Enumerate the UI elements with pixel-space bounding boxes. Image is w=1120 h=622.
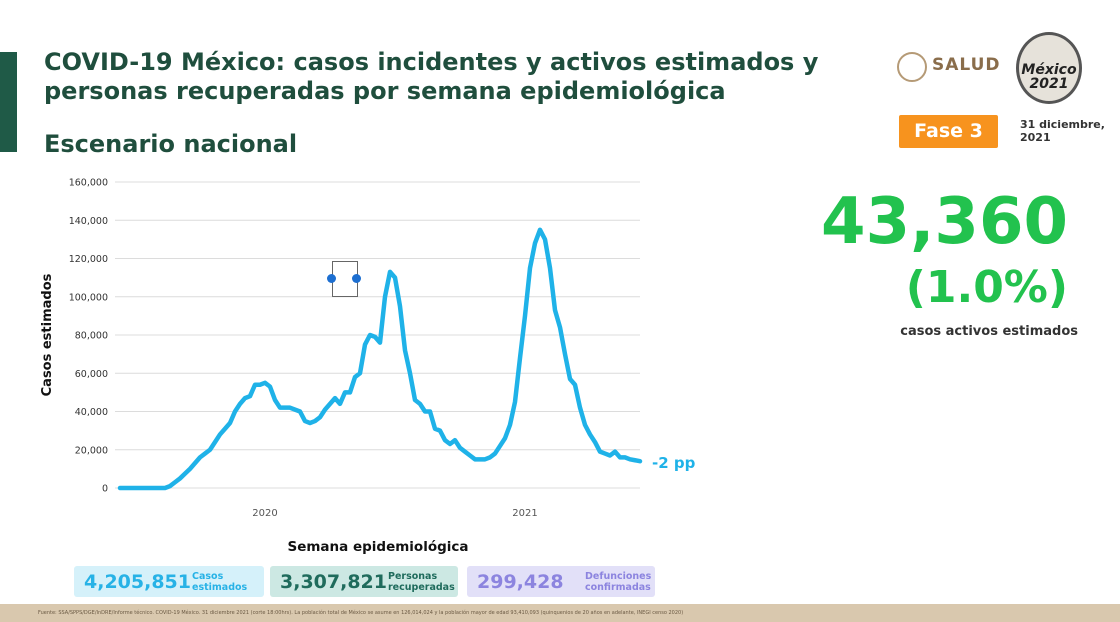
date-line: 31 diciembre, xyxy=(1020,118,1105,131)
summary-value: 4,205,851 xyxy=(84,570,191,593)
subtitle: Escenario nacional xyxy=(44,130,298,158)
y-tick-label: 160,000 xyxy=(69,178,108,189)
summary-card: 4,205,851 Casos estimados xyxy=(74,566,264,597)
accent-bar xyxy=(0,52,17,152)
emblem xyxy=(897,52,927,82)
line xyxy=(117,227,643,491)
summary-label: Casos estimados xyxy=(192,571,247,593)
footer: Fuente: SSA/SPPS/DGE/InDRE/Informe técni… xyxy=(0,604,1120,622)
label-line: estimados xyxy=(192,581,248,593)
annotation: -2 pp xyxy=(652,454,696,472)
y-tick-label: 40,000 xyxy=(75,407,108,418)
active-percent: (1.0%) xyxy=(905,262,1068,313)
phase-badge: Fase 3 xyxy=(899,115,998,148)
date-line: 2021 xyxy=(1020,131,1051,144)
logo: México 2021 xyxy=(1016,32,1082,104)
summary-card: 3,307,821 Personas recuperadas xyxy=(270,566,458,597)
y-tick-label: 20,000 xyxy=(75,445,108,456)
y-tick-label: 0 xyxy=(102,484,108,495)
y-axis-label: Casos estimados xyxy=(40,273,55,396)
summary-label: Defunciones confirmadas xyxy=(585,571,651,593)
label-line: Defunciones xyxy=(585,570,652,582)
label-line: confirmadas xyxy=(585,581,651,593)
y-tick-label: 120,000 xyxy=(69,254,108,265)
ministry: SALUD xyxy=(932,55,1001,75)
title-line: personas recuperadas por semana epidemio… xyxy=(44,77,726,105)
label-line: recuperadas xyxy=(388,581,455,593)
y-tick-label: 100,000 xyxy=(69,292,108,303)
x-tick-label: 2020 xyxy=(252,508,277,519)
x-axis-label: Semana epidemiológica xyxy=(287,539,468,555)
summary-value: 3,307,821 xyxy=(280,570,387,593)
label-line: Personas xyxy=(388,570,438,582)
active-cases: 43,360 xyxy=(821,185,1068,259)
y-tick-label: 140,000 xyxy=(69,216,108,227)
summary-card: 299,428 Defunciones confirmadas xyxy=(467,566,655,597)
summary-label: Personas recuperadas xyxy=(388,571,455,593)
selection-handle xyxy=(327,274,336,283)
summary-value: 299,428 xyxy=(477,570,564,593)
label-line: Casos xyxy=(192,570,224,582)
title-line: COVID-19 México: casos incidentes y acti… xyxy=(44,48,819,76)
selection-handle xyxy=(352,274,361,283)
active-caption: casos activos estimados xyxy=(900,324,1078,339)
x-tick-label: 2021 xyxy=(512,508,537,519)
y-tick-label: 60,000 xyxy=(75,369,108,380)
y-tick-label: 80,000 xyxy=(75,331,108,342)
date: 31 diciembre, 2021 xyxy=(1020,118,1110,144)
title: COVID-19 México: casos incidentes y acti… xyxy=(44,48,818,106)
